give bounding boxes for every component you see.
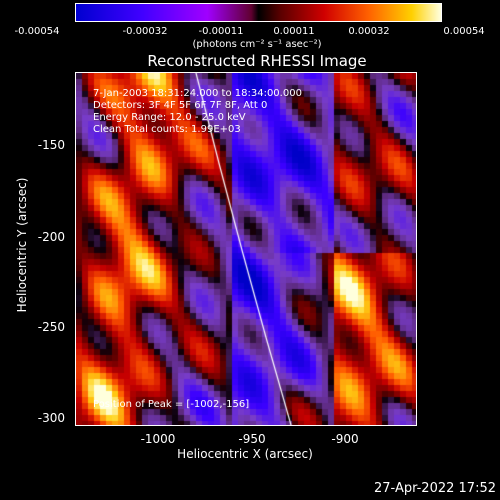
- clean-counts: Clean Total counts: 1.99E+03: [93, 124, 241, 135]
- colorbar-tick: -0.00032: [122, 26, 168, 37]
- reconstructed-image: [76, 73, 416, 425]
- time-range: 7-Jan-2003 18:31:24.000 to 18:34:00.000: [93, 88, 302, 99]
- detectors-info: Detectors: 3F 4F 5F 6F 7F 8F, Att 0: [93, 100, 268, 111]
- colorbar-tick: -0.00011: [198, 26, 244, 37]
- y-axis-label: Heliocentric Y (arcsec): [15, 177, 29, 313]
- x-tick: -1000: [140, 432, 176, 446]
- colorbar-tick: 0.00032: [348, 26, 390, 37]
- colorbar-tick: 0.00011: [273, 26, 315, 37]
- y-tick: -150: [37, 138, 65, 152]
- x-tick: -950: [238, 432, 266, 446]
- peak-position: Position of Peak = [-1002,-156]: [93, 399, 250, 410]
- energy-range: Energy Range: 12.0 - 25.0 keV: [93, 112, 246, 123]
- colorbar: [75, 3, 442, 22]
- y-tick: -200: [37, 230, 65, 244]
- x-tick: -900: [331, 432, 359, 446]
- y-tick: -300: [37, 411, 65, 425]
- image-title: Reconstructed RHESSI Image: [147, 52, 367, 70]
- colorbar-units: (photons cm⁻² s⁻¹ asec⁻²): [192, 39, 322, 50]
- colorbar-tick: -0.00054: [14, 26, 60, 37]
- image-plot: 7-Jan-2003 18:31:24.000 to 18:34:00.000 …: [75, 72, 417, 426]
- timestamp: 27-Apr-2022 17:52: [374, 481, 496, 496]
- colorbar-tick: 0.00054: [443, 26, 485, 37]
- x-axis-label: Heliocentric X (arcsec): [177, 447, 313, 461]
- y-tick: -250: [37, 320, 65, 334]
- colorbar-ticks: -0.00054 -0.00032 -0.00011 0.00011 0.000…: [0, 0, 500, 37]
